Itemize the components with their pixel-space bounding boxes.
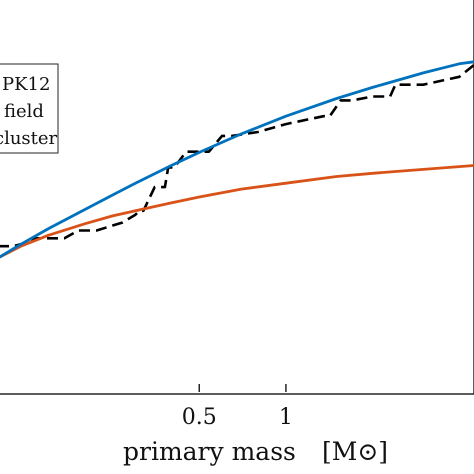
x-axis-label: primary mass [M⊙] bbox=[123, 437, 388, 466]
legend-entry-pk12: PK12 bbox=[2, 74, 50, 95]
legend-box bbox=[0, 63, 59, 154]
x-ticks: 0.5 1 bbox=[182, 384, 293, 430]
legend: PK12 field cluster bbox=[0, 63, 59, 154]
series-layer bbox=[0, 60, 474, 259]
x-tick-label: 0.5 bbox=[182, 405, 217, 430]
x-axis-label-text: primary mass bbox=[123, 437, 296, 466]
plot-frame bbox=[0, 0, 474, 395]
x-axis-label-unit: [M⊙] bbox=[322, 437, 388, 466]
plot-area: 0.5 1 PK12 field cluster bbox=[0, 0, 474, 430]
series-line-pk12 bbox=[0, 63, 474, 248]
legend-entry-field: field bbox=[4, 101, 44, 122]
x-tick-label: 1 bbox=[279, 405, 293, 430]
series-line-cluster bbox=[0, 164, 474, 259]
series-line-field bbox=[0, 60, 474, 259]
legend-entry-cluster: cluster bbox=[0, 128, 58, 149]
